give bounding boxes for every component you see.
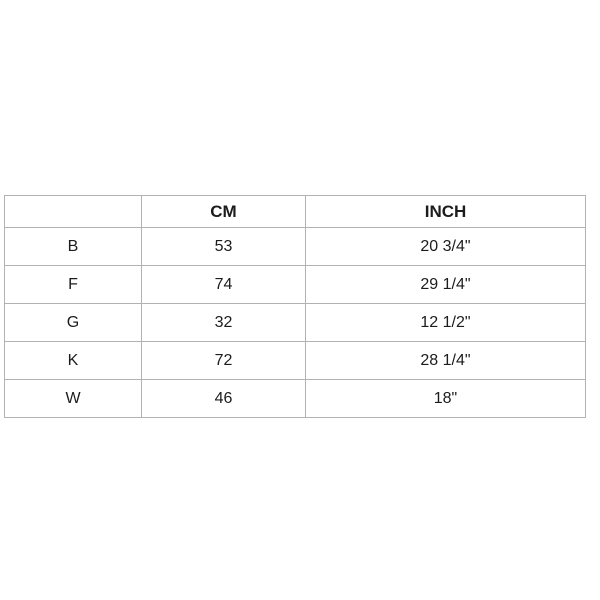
cm-value-cell: 53	[141, 227, 306, 266]
inch-value-cell: 12 1/2"	[305, 303, 586, 342]
cm-value-cell: 72	[141, 341, 306, 380]
table-row: W 46 18"	[4, 379, 586, 418]
table-row: F 74 29 1/4"	[4, 265, 586, 304]
inch-value-cell: 18"	[305, 379, 586, 418]
table-row: B 53 20 3/4"	[4, 227, 586, 266]
header-cell-empty	[4, 195, 142, 228]
inch-value-cell: 28 1/4"	[305, 341, 586, 380]
row-label-cell: W	[4, 379, 142, 418]
row-label-cell: G	[4, 303, 142, 342]
header-cell-cm: CM	[141, 195, 306, 228]
header-cell-inch: INCH	[305, 195, 586, 228]
row-label-cell: K	[4, 341, 142, 380]
table-row: G 32 12 1/2"	[4, 303, 586, 342]
cm-value-cell: 46	[141, 379, 306, 418]
inch-value-cell: 29 1/4"	[305, 265, 586, 304]
inch-value-cell: 20 3/4"	[305, 227, 586, 266]
table-row: K 72 28 1/4"	[4, 341, 586, 380]
size-chart-table: CM INCH B 53 20 3/4" F 74 29 1/4" G 32 1…	[4, 195, 586, 418]
row-label-cell: B	[4, 227, 142, 266]
table-header-row: CM INCH	[4, 195, 586, 228]
row-label-cell: F	[4, 265, 142, 304]
cm-value-cell: 32	[141, 303, 306, 342]
cm-value-cell: 74	[141, 265, 306, 304]
